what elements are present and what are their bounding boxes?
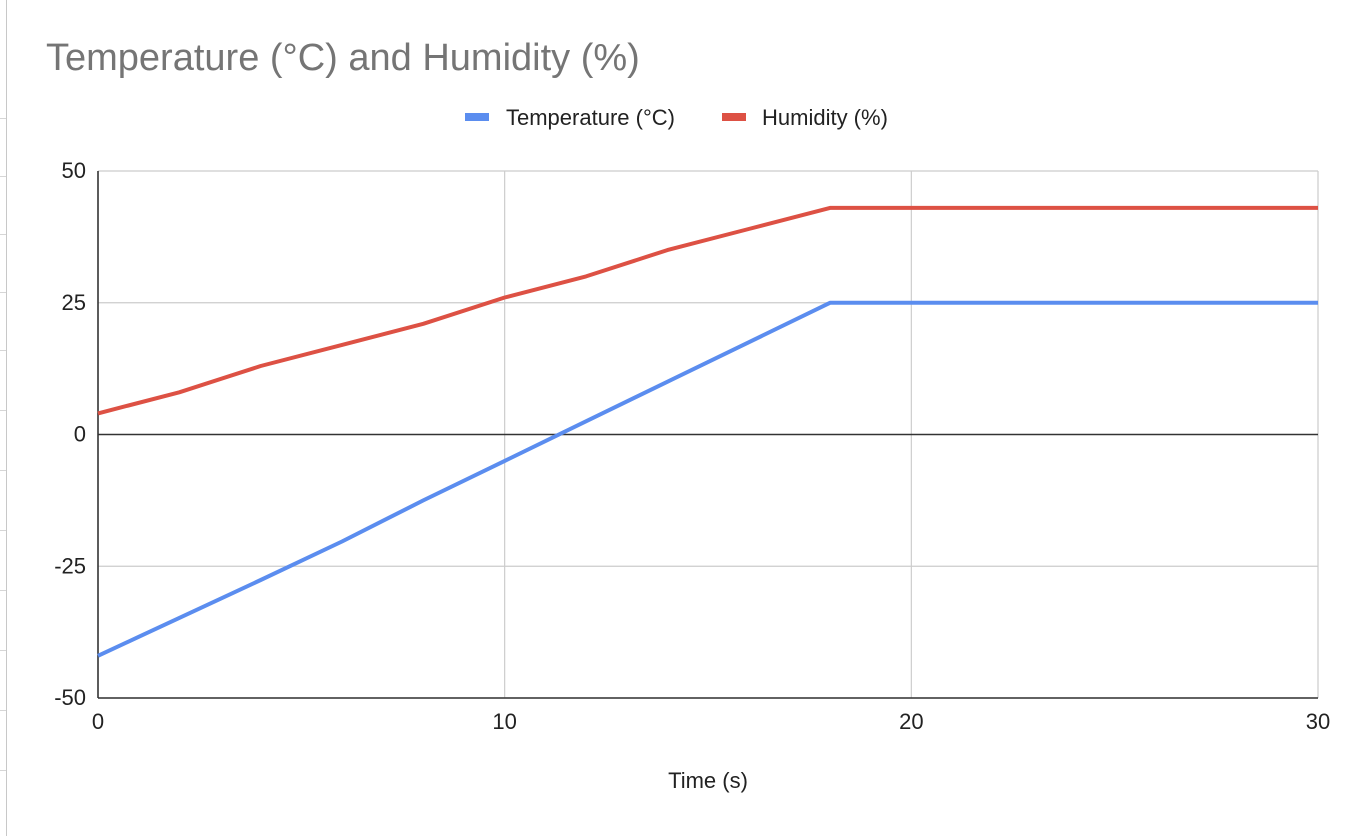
sheet-row-marker xyxy=(0,350,6,351)
series-line-temperature[interactable] xyxy=(97,300,1318,658)
legend: Temperature (°C) Humidity (%) xyxy=(465,105,888,130)
x-tick-label: 10 xyxy=(492,709,516,734)
x-tick-label: 20 xyxy=(899,709,923,734)
sheet-row-marker xyxy=(0,234,6,235)
legend-swatch-temperature xyxy=(465,113,489,121)
sheet-row-marker xyxy=(0,770,6,771)
sheet-row-marker xyxy=(0,470,6,471)
series-lines xyxy=(97,205,1318,658)
sheet-row-marker xyxy=(0,292,6,293)
sheet-row-marker xyxy=(0,410,6,411)
sheet-row-marker xyxy=(0,590,6,591)
legend-label-humidity[interactable]: Humidity (%) xyxy=(762,105,888,130)
x-tick-label: 0 xyxy=(92,709,104,734)
y-tick-label: 25 xyxy=(62,290,86,315)
x-tick-label: 30 xyxy=(1306,709,1330,734)
sheet-row-marker xyxy=(0,118,6,119)
sheet-row-marker xyxy=(0,650,6,651)
y-tick-label: 0 xyxy=(74,422,86,447)
y-tick-label: -25 xyxy=(54,553,86,578)
sheet-row-marker xyxy=(0,530,6,531)
y-tick-label: 50 xyxy=(62,158,86,183)
axes xyxy=(97,171,1318,699)
legend-label-temperature[interactable]: Temperature (°C) xyxy=(506,105,675,130)
y-tick-label: -50 xyxy=(54,685,86,710)
sheet-row-marker xyxy=(0,176,6,177)
chart-title: Temperature (°C) and Humidity (%) xyxy=(46,37,640,79)
x-axis-title: Time (s) xyxy=(668,768,748,793)
series-line-humidity[interactable] xyxy=(97,205,1318,416)
legend-swatch-humidity xyxy=(722,113,746,121)
sheet-row-marker xyxy=(0,710,6,711)
sheet-edge xyxy=(0,0,7,836)
